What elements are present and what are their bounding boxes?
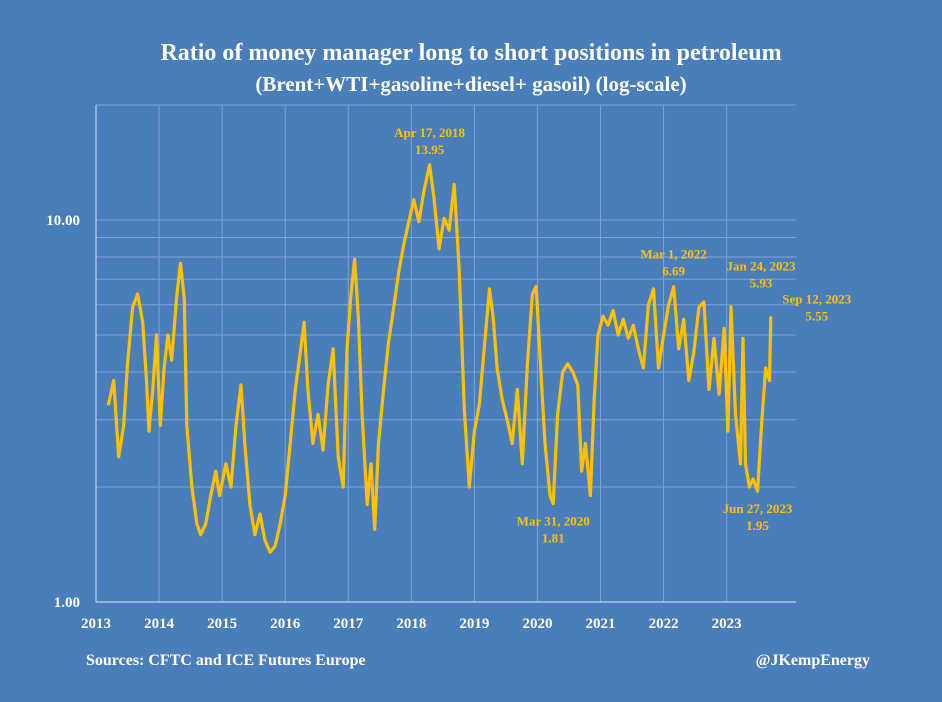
annotation-date: Apr 17, 2018 [394,125,465,140]
annotation-label: Jan 24, 2023 5.93 [727,259,796,291]
annotation-date: Jan 24, 2023 [727,259,796,274]
y-tick-label: 10.00 [46,213,80,229]
annotation-value: 6.69 [662,264,685,279]
x-tick-label: 2022 [649,616,679,632]
annotations: Apr 17, 2018 13.95 Mar 31, 2020 1.81 Mar 1, … [394,125,852,546]
chart-subtitle: (Brent+WTI+gasoline+diesel+ gasoil) (log… [255,72,687,96]
author-handle: @JKempEnergy [755,652,870,669]
x-tick-label: 2018 [396,616,426,632]
annotation-label: Mar 31, 2020 1.81 [517,514,590,546]
annotation-date: Mar 1, 2022 [640,247,707,262]
x-tick-label: 2015 [207,616,237,632]
axes: 2013 2014 2015 2016 2017 2018 2019 2020 2021 2022… [46,105,796,632]
x-tick-label: 2021 [586,616,616,632]
x-tick-label: 2013 [81,616,111,632]
y-tick-label: 1.00 [54,595,80,611]
annotation-value: 1.81 [542,531,565,546]
annotation-value: 1.95 [746,518,769,533]
annotation-label: Sep 12, 2023 5.55 [782,292,851,324]
annotation-label: Jun 27, 2023 1.95 [723,501,793,533]
x-tick-label: 2023 [712,616,742,632]
annotation-date: Jun 27, 2023 [723,501,793,516]
gridlines [95,104,796,603]
source-note: Sources: CFTC and ICE Futures Europe [86,652,366,669]
annotation-label: Apr 17, 2018 13.95 [394,125,465,157]
annotation-value: 5.55 [805,309,828,324]
annotation-date: Mar 31, 2020 [517,514,590,529]
x-tick-label: 2017 [333,616,364,632]
x-tick-label: 2016 [270,616,301,632]
annotation-label: Mar 1, 2022 6.69 [640,247,707,279]
series-line [107,163,773,554]
annotation-date: Sep 12, 2023 [782,292,851,307]
x-tick-label: 2019 [459,616,489,632]
x-tick-label: 2020 [522,616,552,632]
x-tick-label: 2014 [144,616,175,632]
series-layer [107,163,773,554]
annotation-value: 5.93 [750,276,773,291]
chart-title: Ratio of money manager long to short pos… [160,40,782,66]
annotation-value: 13.95 [415,142,445,157]
